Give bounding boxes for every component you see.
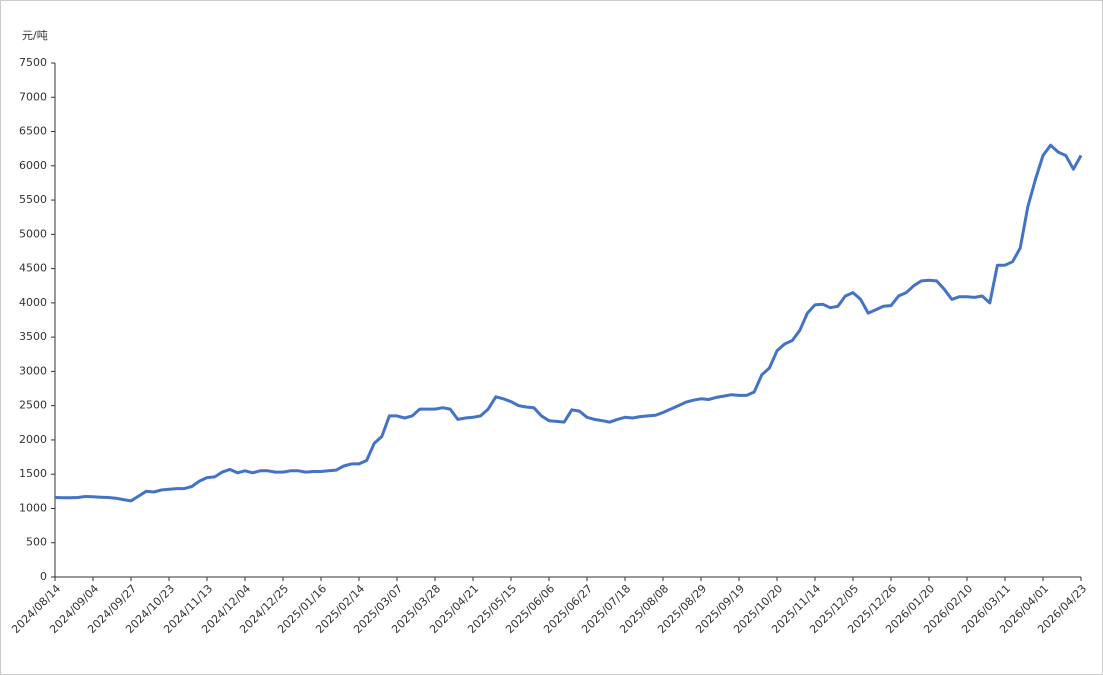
y-tick-label: 7000 <box>19 90 47 103</box>
y-tick-label: 5000 <box>19 227 47 240</box>
y-tick-label: 500 <box>26 536 47 549</box>
y-tick-label: 6500 <box>19 125 47 138</box>
y-tick-label: 1000 <box>19 501 47 514</box>
y-tick-label: 1500 <box>19 467 47 480</box>
line-series <box>54 143 1083 503</box>
y-tick-label: 4000 <box>19 296 47 309</box>
y-tick-label: 7500 <box>19 56 47 69</box>
y-tick-label: 4500 <box>19 262 47 275</box>
y-tick-label: 2500 <box>19 399 47 412</box>
y-tick-label: 3000 <box>19 364 47 377</box>
y-tick-label: 2000 <box>19 433 47 446</box>
y-tick-label: 0 <box>40 570 47 583</box>
y-tick-label: 6000 <box>19 159 47 172</box>
y-tick-label: 5500 <box>19 193 47 206</box>
y-tick-label: 3500 <box>19 330 47 343</box>
y-axis-label: 元/吨 <box>22 29 48 42</box>
